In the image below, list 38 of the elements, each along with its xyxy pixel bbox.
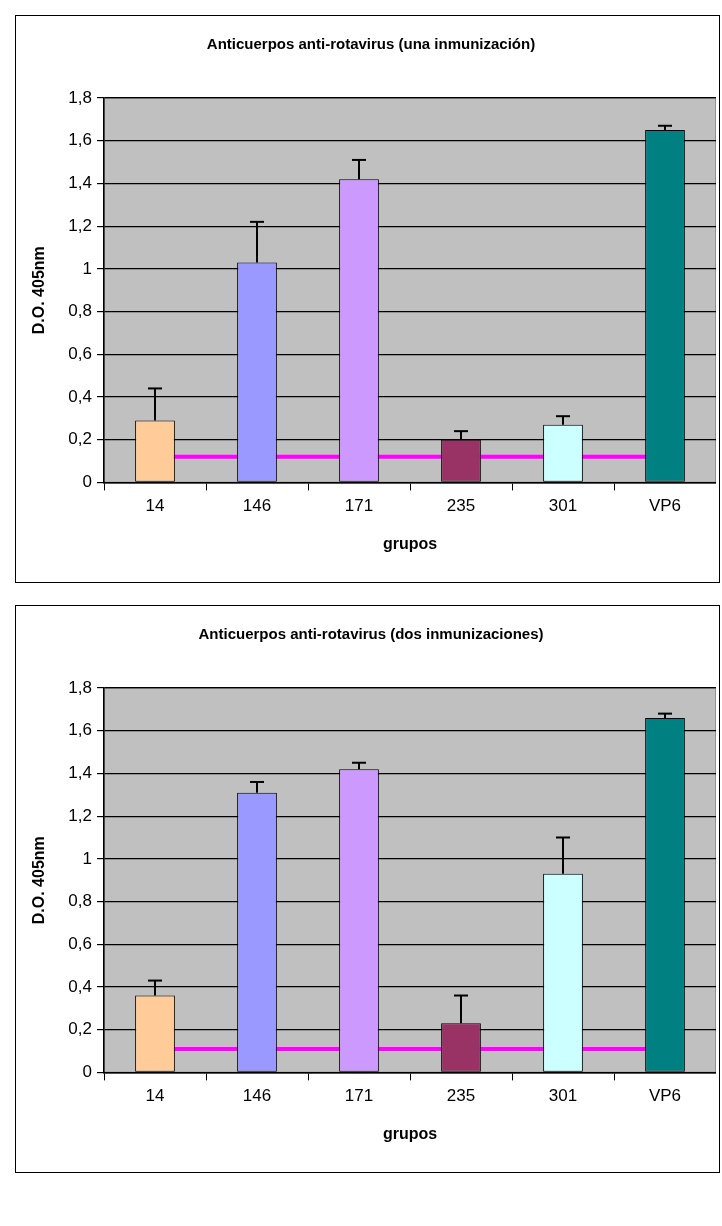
x-tick-label: 235 bbox=[446, 496, 476, 516]
y-tick-label: 0,8 bbox=[68, 891, 92, 911]
x-tick-label: 171 bbox=[344, 496, 374, 516]
y-tick-label: 1,6 bbox=[68, 720, 92, 740]
x-tick-label: 235 bbox=[446, 1086, 476, 1106]
y-axis-title: D.O. 405nm bbox=[30, 836, 48, 925]
x-tick-label: VP6 bbox=[648, 1086, 682, 1106]
x-tick-label: 301 bbox=[548, 1086, 578, 1106]
x-tick-label: VP6 bbox=[648, 496, 682, 516]
y-tick-label: 1 bbox=[82, 848, 92, 868]
y-tick-label: 0,4 bbox=[68, 976, 92, 996]
x-tick-label: 301 bbox=[548, 496, 578, 516]
y-tick-label: 0,6 bbox=[68, 343, 92, 363]
y-tick-label: 0 bbox=[82, 1062, 92, 1082]
y-tick-label: 1,2 bbox=[68, 805, 92, 825]
chart-title: Anticuerpos anti-rotavirus (una inmunización) bbox=[206, 35, 536, 53]
x-axis-title: grupos bbox=[382, 534, 438, 552]
y-tick-label: 0 bbox=[82, 472, 92, 492]
x-axis-title: grupos bbox=[382, 1124, 438, 1142]
y-tick-label: 1,8 bbox=[68, 677, 92, 697]
y-tick-label: 1,4 bbox=[68, 763, 92, 783]
y-axis-title: D.O. 405nm bbox=[30, 246, 48, 335]
x-tick-label: 146 bbox=[242, 1086, 272, 1106]
y-tick-label: 1,6 bbox=[68, 130, 92, 150]
y-tick-label: 1 bbox=[82, 258, 92, 278]
y-tick-label: 0,6 bbox=[68, 933, 92, 953]
y-tick-label: 0,8 bbox=[68, 301, 92, 321]
x-tick-label: 146 bbox=[242, 496, 272, 516]
x-tick-label: 171 bbox=[344, 1086, 374, 1106]
x-tick-label: 14 bbox=[145, 496, 165, 516]
y-tick-label: 0,2 bbox=[68, 1019, 92, 1039]
chart-title: Anticuerpos anti-rotavirus (dos inmunizaciones) bbox=[198, 625, 544, 643]
y-tick-label: 0,2 bbox=[68, 429, 92, 449]
y-tick-label: 1,2 bbox=[68, 215, 92, 235]
y-tick-label: 0,4 bbox=[68, 386, 92, 406]
y-tick-label: 1,4 bbox=[68, 173, 92, 193]
y-tick-label: 1,8 bbox=[68, 87, 92, 107]
x-tick-label: 14 bbox=[145, 1086, 165, 1106]
